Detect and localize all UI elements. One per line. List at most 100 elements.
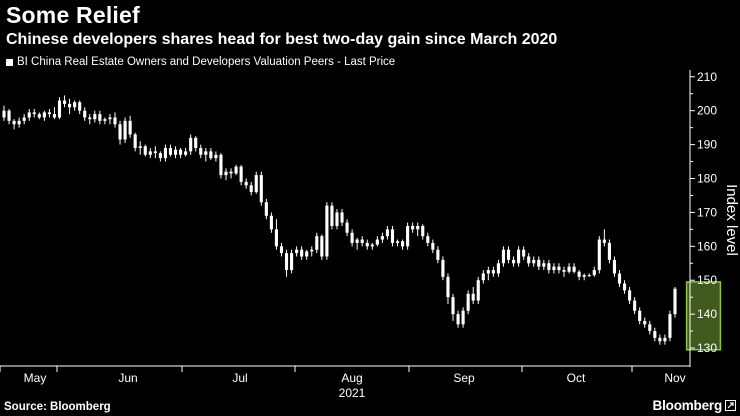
candle-body — [239, 166, 243, 182]
candle-body — [305, 251, 309, 257]
candle-body — [350, 232, 354, 243]
candle-body — [612, 259, 617, 274]
x-tick-label: Aug — [341, 371, 362, 385]
candle-body — [668, 314, 672, 338]
candle-body — [7, 110, 11, 121]
candle-body — [234, 166, 238, 174]
x-tick-label: Nov — [664, 371, 685, 385]
candle-body — [194, 137, 198, 148]
x-tick-label: Jul — [232, 371, 247, 385]
candle-body — [325, 205, 329, 257]
candle-body — [93, 114, 97, 120]
legend-swatch — [6, 58, 13, 66]
candle-body — [199, 147, 203, 155]
candle-body — [295, 249, 299, 254]
candle-body — [658, 337, 662, 342]
candle-body — [426, 236, 430, 243]
candle-body — [537, 259, 541, 267]
x-tick-label: Sep — [453, 371, 475, 385]
candle-body — [214, 154, 218, 159]
candle-body — [577, 271, 581, 277]
candle-body — [37, 114, 41, 118]
chart-subtitle: Chinese developers shares head for best … — [6, 31, 558, 48]
candle-body — [290, 253, 294, 271]
y-tick-label: 180 — [697, 172, 717, 186]
candle-body — [158, 153, 162, 159]
candle-body — [602, 239, 606, 243]
y-tick-label: 210 — [697, 70, 717, 84]
candle-body — [587, 275, 591, 277]
candle-body — [118, 124, 122, 140]
candle-body — [12, 120, 16, 125]
candle-body — [633, 300, 637, 311]
candle-body — [628, 290, 632, 301]
candle-body — [2, 110, 6, 118]
candle-body — [128, 120, 132, 135]
chart-title: Some Relief — [6, 2, 140, 28]
candle-body — [269, 215, 273, 230]
candle-body — [547, 263, 551, 271]
candle-body — [622, 283, 627, 291]
candle-body — [486, 270, 490, 274]
candle-body — [395, 241, 400, 243]
y-axis-title: Index level — [723, 184, 740, 256]
candle-body — [411, 225, 415, 230]
candle-body — [284, 253, 289, 271]
candle-body — [476, 280, 480, 301]
candle-body — [27, 112, 31, 118]
candle-body — [421, 225, 425, 237]
candle-body — [567, 266, 571, 272]
candle-body — [390, 229, 395, 243]
candle-body — [300, 249, 304, 257]
candle-body — [330, 205, 334, 226]
candle-body — [340, 212, 344, 223]
candle-body — [491, 270, 495, 274]
candle-body — [254, 175, 258, 193]
candle-body — [204, 151, 208, 155]
candle-body — [673, 288, 677, 315]
x-tick-label: Oct — [567, 371, 586, 385]
x-tick-label: May — [24, 371, 47, 385]
legend-label: BI China Real Estate Owners and Develope… — [17, 56, 396, 68]
candle-body — [224, 171, 228, 176]
y-tick-label: 160 — [697, 239, 717, 253]
candle-body — [133, 134, 137, 148]
candle-body — [138, 146, 142, 148]
candle-body — [456, 314, 460, 325]
expand-square-icon — [725, 400, 736, 411]
candle-body — [522, 249, 526, 257]
candle-body — [73, 102, 77, 108]
candle-body — [370, 244, 374, 247]
legend: BI China Real Estate Owners and Develope… — [6, 56, 395, 68]
candle-body — [511, 259, 516, 264]
candle-body — [78, 102, 82, 111]
candle-body — [264, 202, 268, 216]
candle-body — [179, 149, 183, 155]
candle-body — [360, 239, 364, 243]
candle-body — [557, 266, 561, 271]
y-tick-label: 200 — [697, 104, 717, 118]
candle-body — [259, 175, 263, 203]
candle-body — [355, 239, 359, 243]
candle-body — [496, 263, 500, 274]
candle-body — [123, 120, 127, 140]
candle-body — [436, 249, 440, 260]
candle-body — [279, 246, 284, 254]
candle-body — [315, 236, 319, 250]
candle-body — [113, 117, 117, 125]
candle-body — [607, 242, 611, 260]
candle-body — [42, 112, 46, 118]
candle-body — [153, 151, 157, 154]
candle-body — [663, 337, 667, 342]
highlight-box — [685, 281, 722, 351]
candle-body — [345, 222, 349, 233]
candle-body — [441, 259, 445, 277]
candle-body — [517, 249, 521, 264]
candle-body — [572, 266, 576, 272]
candle-body — [62, 100, 67, 104]
candle-body — [57, 100, 62, 118]
candle-body — [209, 151, 213, 159]
candle-body — [335, 212, 339, 226]
candle-body — [32, 112, 36, 115]
